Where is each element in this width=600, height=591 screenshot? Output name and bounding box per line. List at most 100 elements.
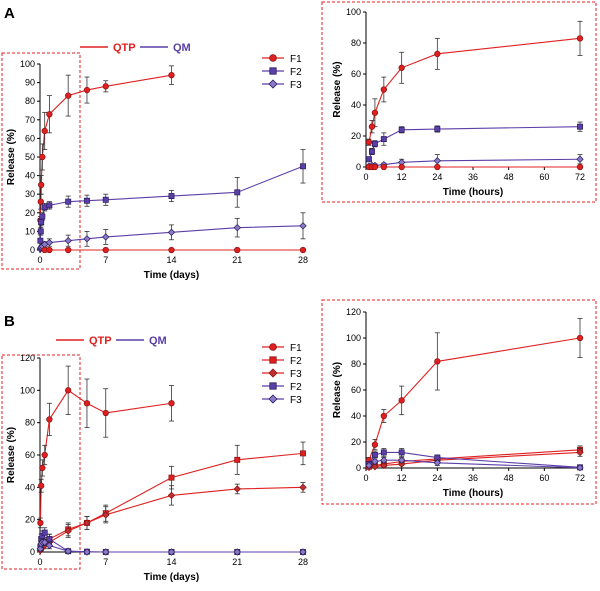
y-tick-label: 40 — [25, 482, 35, 492]
x-tick-label: 14 — [166, 255, 176, 265]
data-point — [65, 246, 72, 254]
x-tick-label: 12 — [397, 172, 407, 182]
series-legend-b: F1 F2 F3 F2 F3 — [262, 343, 302, 406]
data-point — [168, 72, 175, 79]
data-point — [365, 139, 373, 146]
data-point — [102, 548, 110, 556]
data-point — [366, 156, 372, 163]
x-tick-label: 0 — [37, 557, 42, 567]
data-point — [371, 163, 379, 171]
y-tick-label: 40 — [25, 171, 35, 181]
inset-border-a — [321, 1, 597, 203]
series-legend-marker-f2-a — [269, 67, 277, 75]
y-tick-label: 60 — [351, 69, 361, 79]
x-tick-label: 48 — [504, 172, 514, 182]
data-point — [299, 483, 307, 492]
data-point — [368, 123, 376, 130]
data-point — [37, 237, 44, 244]
x-tick-label: 28 — [298, 557, 308, 567]
data-point — [41, 529, 48, 536]
series-legend-label-f2qm-b: F2 — [290, 382, 302, 393]
data-point — [371, 452, 378, 458]
data-point — [299, 222, 307, 230]
series-legend-label-f2-b: F2 — [290, 356, 302, 367]
data-point — [45, 541, 54, 550]
data-point — [299, 246, 307, 254]
data-point — [576, 334, 584, 342]
data-point — [37, 228, 44, 235]
data-point — [41, 451, 48, 459]
data-point — [434, 358, 441, 365]
y-tick-label: 80 — [351, 38, 361, 48]
x-tick-label: 0 — [363, 172, 368, 182]
data-point — [37, 198, 44, 205]
y-tick-label: 20 — [351, 437, 361, 447]
data-point — [41, 127, 48, 135]
panel-label-b: B — [4, 313, 15, 330]
data-point — [380, 163, 387, 171]
inset-border-b — [321, 299, 597, 505]
data-point — [433, 459, 442, 467]
y-axis-label: Release (%) — [6, 427, 17, 483]
data-point — [41, 538, 49, 546]
data-point — [84, 197, 90, 204]
data-point — [233, 223, 241, 232]
data-point — [577, 123, 583, 130]
data-point — [102, 409, 109, 417]
data-point — [38, 181, 45, 189]
x-tick-label: 14 — [166, 557, 176, 567]
series-legend-marker-f2-b — [269, 356, 277, 364]
data-point — [64, 547, 72, 555]
x-tick-label: 7 — [103, 557, 108, 567]
y-tick-label: 100 — [346, 333, 361, 343]
series-legend-label-f3-a: F3 — [290, 80, 302, 91]
data-point — [39, 153, 46, 161]
data-point — [65, 198, 72, 205]
data-point — [46, 246, 53, 254]
panel-label-a: A — [4, 5, 15, 22]
series-f1-baseline — [41, 246, 307, 254]
y-axis-label: Release (%) — [332, 61, 343, 117]
data-point — [380, 412, 387, 420]
data-point — [398, 449, 405, 456]
data-point — [65, 387, 72, 394]
series-legend-marker-f3qm-b — [268, 394, 278, 404]
x-tick-label: 72 — [575, 172, 585, 182]
legend-label-qtp-a: QTP — [113, 42, 136, 54]
data-point — [434, 50, 441, 57]
data-point — [168, 246, 175, 254]
data-point — [434, 163, 441, 171]
legend-group-b: QTP QM — [56, 335, 167, 347]
data-point — [83, 86, 91, 94]
data-point — [371, 109, 379, 116]
series-legend-label-f2-a: F2 — [290, 67, 302, 78]
x-tick-label: 48 — [504, 473, 514, 483]
data-point — [368, 148, 375, 155]
legend-label-qtp-b: QTP — [89, 335, 112, 347]
x-axis-label: Time (hours) — [443, 187, 503, 198]
data-point — [64, 527, 72, 535]
data-point — [102, 246, 109, 254]
data-point — [83, 235, 91, 243]
y-tick-label: 10 — [25, 226, 35, 236]
data-point — [46, 416, 53, 423]
series-legend-marker-f2qm-b — [269, 382, 277, 390]
y-tick-label: 60 — [25, 450, 35, 460]
data-point — [83, 548, 91, 556]
data-point — [233, 548, 241, 556]
x-tick-label: 21 — [232, 557, 242, 567]
data-point — [300, 450, 306, 457]
chart-a-inset: 0 20 40 60 80 100 0 12 24 36 48 60 72 Time (hours) Rel… — [332, 7, 585, 198]
y-tick-label: 90 — [25, 78, 35, 88]
data-point — [46, 536, 53, 543]
series-legend-label-f1-a: F1 — [290, 54, 302, 65]
data-point — [39, 213, 46, 220]
data-point — [397, 456, 406, 464]
y-tick-label: 70 — [25, 115, 35, 125]
x-tick-label: 24 — [432, 473, 442, 483]
data-point — [380, 136, 387, 143]
data-point — [576, 448, 584, 457]
y-tick-label: 80 — [25, 418, 35, 428]
y-tick-label: 100 — [346, 7, 361, 17]
